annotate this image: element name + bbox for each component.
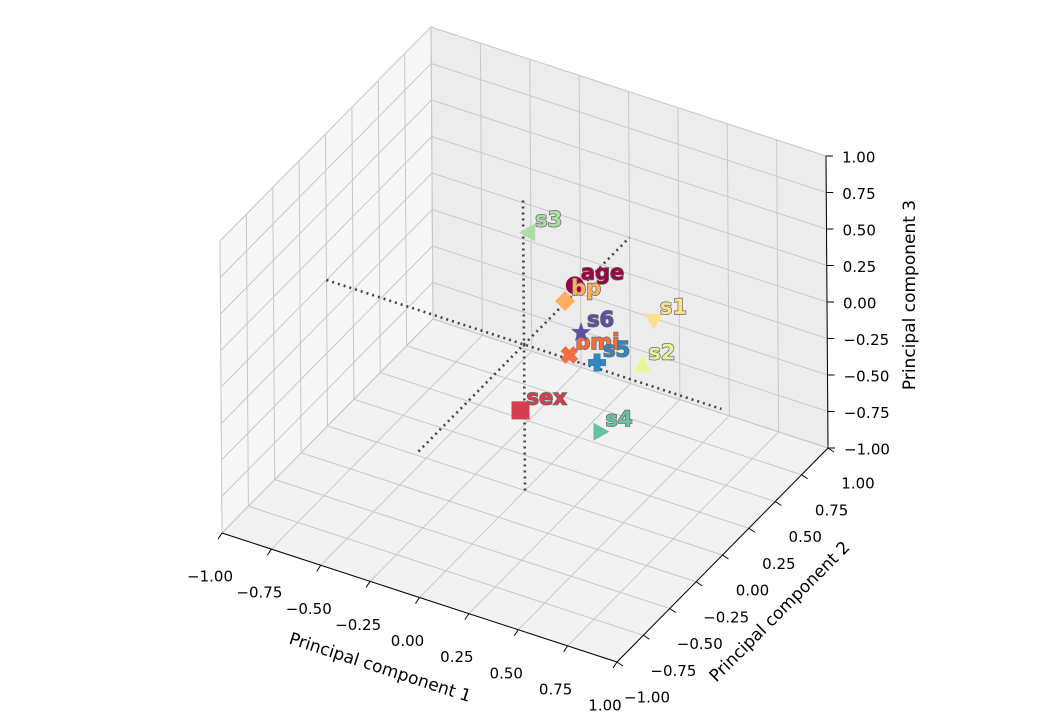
grid-line xyxy=(432,245,828,376)
grid-line xyxy=(431,63,827,193)
grid-line xyxy=(432,282,828,412)
x-tick-label: 0.00 xyxy=(391,632,424,650)
marker xyxy=(593,422,610,441)
marker xyxy=(588,353,607,372)
reference-line xyxy=(417,236,631,453)
point-label: s6 xyxy=(587,308,614,332)
grid-line xyxy=(432,318,829,449)
y-tick xyxy=(616,661,624,667)
y-tick-label: 0.75 xyxy=(815,501,848,519)
x-tick xyxy=(415,597,420,604)
grid-line xyxy=(430,26,827,157)
x-tick xyxy=(464,613,470,620)
y-tick xyxy=(748,527,756,533)
z-tick-label: −0.50 xyxy=(844,368,890,386)
z-tick-label: 0.75 xyxy=(842,185,875,203)
x-tick xyxy=(513,629,519,637)
point-label: bp xyxy=(571,276,601,300)
marker xyxy=(565,276,584,295)
reference-line xyxy=(521,198,527,491)
grid-line xyxy=(220,136,433,351)
x-tick xyxy=(316,564,322,572)
marker xyxy=(555,291,576,312)
grid-line xyxy=(221,245,433,461)
marker xyxy=(519,223,536,242)
grid-line xyxy=(219,26,432,242)
y-tick xyxy=(827,447,835,453)
point-label: age xyxy=(581,260,624,284)
x-tick xyxy=(217,532,223,540)
grid-line xyxy=(274,479,670,609)
grid-line xyxy=(300,452,697,583)
point-label: sex xyxy=(527,385,568,409)
y-tick xyxy=(722,554,729,560)
x-tick-label: 0.25 xyxy=(440,648,473,666)
marker xyxy=(633,355,652,372)
x-tick-label: −0.75 xyxy=(236,584,282,602)
grid-line xyxy=(219,63,432,278)
x-tick xyxy=(266,548,272,556)
x-tick xyxy=(365,581,371,588)
marker xyxy=(511,401,530,420)
z-axis-title: Principal component 3 xyxy=(900,200,920,390)
point-label: s3 xyxy=(535,208,562,232)
x-tick-label: −1.00 xyxy=(187,568,233,586)
y-tick-label: 0.25 xyxy=(762,555,795,573)
point-label: s5 xyxy=(603,338,630,362)
x-tick-label: 0.50 xyxy=(490,664,523,682)
x-tick-label: 1.00 xyxy=(588,697,621,715)
x-tick-label: −0.25 xyxy=(335,616,381,634)
point-label: s1 xyxy=(660,295,687,319)
grid-line xyxy=(380,372,776,502)
x-tick xyxy=(612,661,618,669)
marker xyxy=(644,313,663,330)
grid-line xyxy=(406,345,802,476)
y-tick xyxy=(669,608,677,613)
y-tick-label: 1.00 xyxy=(841,475,874,493)
z-tick-label: −0.25 xyxy=(843,331,889,349)
grid-line xyxy=(431,99,827,230)
z-tick-label: 1.00 xyxy=(842,149,875,167)
z-tick-label: 0.50 xyxy=(843,222,876,240)
x-tick-label: −0.50 xyxy=(286,600,332,618)
z-tick-label: −1.00 xyxy=(844,441,890,459)
x-tick xyxy=(563,645,569,653)
y-tick-label: −0.50 xyxy=(677,635,723,653)
y-tick-label: 0.00 xyxy=(736,582,769,600)
x-axis-title: Principal component 1 xyxy=(286,629,473,707)
y-tick xyxy=(801,474,808,480)
grid-line xyxy=(431,136,827,266)
grid-line xyxy=(220,99,432,315)
grid-line xyxy=(432,209,828,339)
point-label: s2 xyxy=(648,341,675,365)
grid-line xyxy=(248,505,644,636)
grid-line xyxy=(220,209,433,424)
grid-line xyxy=(221,282,434,497)
y-tick xyxy=(695,581,703,587)
z-tick-label: −0.75 xyxy=(844,404,890,422)
z-tick-label: 0.00 xyxy=(843,295,876,313)
y-tick-label: −0.25 xyxy=(703,608,749,626)
y-tick xyxy=(643,634,650,640)
y-tick-label: −1.00 xyxy=(624,689,670,707)
y-tick xyxy=(774,501,782,506)
marker xyxy=(571,322,592,342)
grid-line xyxy=(221,318,434,534)
marker xyxy=(560,346,579,364)
point-label: s4 xyxy=(605,407,632,431)
grid-line xyxy=(431,172,828,303)
x-tick-label: 0.75 xyxy=(539,680,572,698)
z-tick-label: 0.25 xyxy=(843,258,876,276)
grid-line xyxy=(353,398,750,529)
y-tick-label: 0.50 xyxy=(789,528,822,546)
y-tick-label: −0.75 xyxy=(650,662,696,680)
